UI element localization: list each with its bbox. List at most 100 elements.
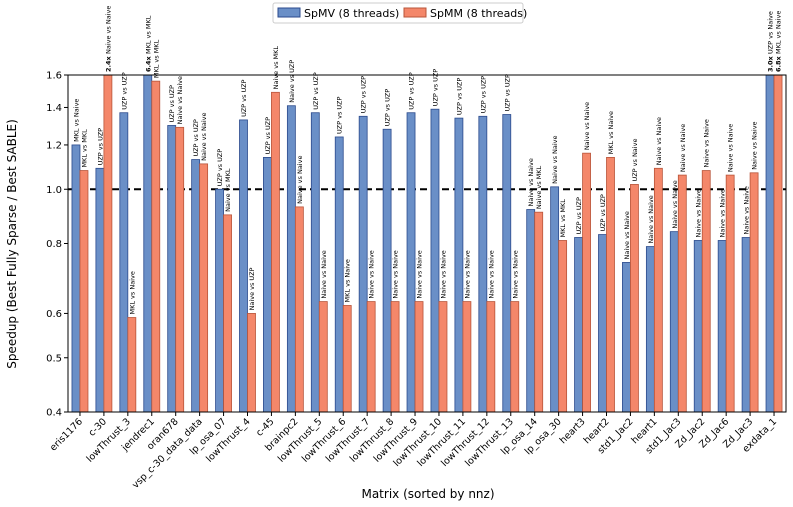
legend-swatch-spmm xyxy=(403,7,427,18)
bar-annotation-text: MKL vs MKL xyxy=(152,39,160,78)
bar-spmv-std1_Jac3 xyxy=(669,231,679,413)
bar-spmv-lowThrust_6 xyxy=(334,136,344,413)
bar-spmm-lp_osa_14 xyxy=(534,211,544,413)
bar-annotation-text: UZP vs UZP xyxy=(599,194,607,231)
bar-spmm-lp_osa_30 xyxy=(558,240,568,413)
bar-annotation: Naive vs MKL xyxy=(272,46,280,90)
bar-annotation-text: Naive vs Naive xyxy=(679,124,687,172)
bar-spmv-c-30 xyxy=(95,167,105,413)
bar-annotation-text: UZP vs UZP xyxy=(431,69,439,106)
bar-annotation-text: Naive vs Naive xyxy=(647,195,655,243)
bar-annotation-text: Naive vs Naive xyxy=(551,135,559,183)
bar-spmm-vsp_c-30_data_data xyxy=(199,163,209,413)
bar-annotation: UZP vs UZP xyxy=(336,96,344,133)
bar-annotation-text: Naive vs Naive xyxy=(439,250,447,298)
bar-annotation-text: Naive vs Naive xyxy=(751,121,759,169)
bar-annotation-text: MKL vs Naive xyxy=(775,11,783,54)
bar-spmv-brainpc2 xyxy=(286,105,296,413)
bar-annotation: UZP vs UZP xyxy=(360,76,368,113)
bar-annotation-text: UZP vs UZP xyxy=(120,72,128,109)
bar-spmv-lowThrust_10 xyxy=(430,108,440,413)
bar-annotation: 3.0x UZP vs Naive xyxy=(767,11,775,72)
bar-spmm-heart3 xyxy=(582,152,591,413)
bar-spmm-exdata_1 xyxy=(773,74,783,413)
bar-annotation: UZP vs UZP xyxy=(479,76,487,113)
bar-annotation: Naive vs Naive xyxy=(463,250,471,298)
bar-annotation-text: Naive vs Naive xyxy=(368,250,376,298)
bar-annotation-text: UZP vs UZP xyxy=(216,149,224,186)
bar-annotation: Naive vs Naive xyxy=(623,211,631,259)
bar-annotation: Naive vs Naive xyxy=(743,186,751,234)
bar-annotation-text: UZP vs UZP xyxy=(336,96,344,133)
bar-spmm-lowThrust_12 xyxy=(486,301,496,413)
bar-annotation-text: Naive vs Naive xyxy=(200,113,208,161)
bar-annotation-text: Naive vs MKL xyxy=(535,165,543,209)
bar-annotation-text: Naive vs Naive xyxy=(320,250,328,298)
bar-annotation-text: UZP vs UZP xyxy=(360,76,368,113)
bar-annotation-text: Naive vs Naive xyxy=(743,186,751,234)
bar-annotation-text: UZP vs Naive xyxy=(767,11,775,54)
bar-annotation-text: Naive vs Naive xyxy=(703,119,711,167)
bar-annotation: Naive vs Naive xyxy=(655,117,663,165)
bar-annotation: MKL vs Naive xyxy=(607,111,615,154)
bar-spmm-Zd_Jac6 xyxy=(725,174,735,413)
bar-annotation: UZP vs UZP xyxy=(168,85,176,122)
bar-annotation: Naive vs Naive xyxy=(200,113,208,161)
bar-annotation-text: Naive vs Naive xyxy=(583,102,591,150)
bar-annotation: Naive vs Naive xyxy=(679,124,687,172)
bar-spmm-heart1 xyxy=(653,167,663,413)
bar-annotation-text: Naive vs Naive xyxy=(463,250,471,298)
bar-spmv-lowThrust_5 xyxy=(310,112,320,413)
bar-spmm-lowThrust_11 xyxy=(462,301,472,413)
bar-annotation-text: Naive vs Naive xyxy=(104,6,112,54)
bar-annotation-text: UZP vs UZP xyxy=(96,128,104,165)
bar-annotation: Naive vs Naive xyxy=(703,119,711,167)
bar-annotation: UZP vs UZP xyxy=(575,197,583,234)
y-tick-label: 0.6 xyxy=(46,309,62,320)
plot-area-frame xyxy=(67,74,787,413)
bar-annotation: MKL vs Naive xyxy=(128,271,136,314)
bar-spmv-heart3 xyxy=(574,237,583,413)
bar-annotation: UZP vs UZP xyxy=(192,119,200,156)
bar-annotation: MKL vs Naive xyxy=(344,259,352,302)
bar-annotation-text: Naive vs Naive xyxy=(392,250,400,298)
bar-spmm-lowThrust_13 xyxy=(510,301,520,413)
y-tick-label: 0.4 xyxy=(46,408,62,419)
bar-annotation-text: MKL vs Naive xyxy=(72,99,80,142)
bar-annotation: Naive vs Naive xyxy=(695,189,703,237)
bar-annotation: Naive vs Naive xyxy=(176,76,184,124)
bar-spmv-std1_Jac2 xyxy=(622,262,631,413)
bar-spmv-lowThrust_4 xyxy=(239,119,248,413)
bar-annotation-text: UZP vs Naive xyxy=(631,139,639,182)
bar-annotation: Naive vs Naive xyxy=(751,121,759,169)
bar-spmv-heart1 xyxy=(645,246,655,413)
y-tick-label: 1.6 xyxy=(46,71,62,82)
bar-spmv-jendrec1 xyxy=(143,74,153,413)
bar-annotation-multiplier: 6.8x xyxy=(775,54,783,72)
bar-annotation-text: Naive vs Naive xyxy=(487,250,495,298)
bar-spmv-oran678 xyxy=(167,125,177,413)
bar-annotation: 6.8x MKL vs Naive xyxy=(775,11,783,72)
bar-spmm-lowThrust_8 xyxy=(390,301,400,413)
bar-annotation: UZP vs UZP xyxy=(264,117,272,154)
x-tick-label: eris1176 xyxy=(48,416,85,453)
bar-annotation-text: Naive vs MKL xyxy=(272,46,280,90)
legend-box xyxy=(272,2,524,24)
bar-annotation: Naive vs Naive xyxy=(527,158,535,206)
bar-spmm-lowThrust_4 xyxy=(247,313,256,413)
bar-annotation: UZP vs UZP xyxy=(455,78,463,115)
bar-spmv-lowThrust_9 xyxy=(406,112,416,413)
bar-annotation: UZP vs UZP xyxy=(431,69,439,106)
bar-annotation: Naive vs Naive xyxy=(416,250,424,298)
bar-annotation-text: MKL vs MKL xyxy=(144,15,152,54)
bar-annotation-text: UZP vs UZP xyxy=(264,117,272,154)
bar-annotation-multiplier: 6.4x xyxy=(144,54,152,72)
bar-annotation: 6.4x MKL vs MKL xyxy=(144,15,152,72)
bar-spmm-Zd_Jac3 xyxy=(749,172,759,413)
bar-spmm-jendrec1 xyxy=(151,80,161,413)
bar-annotation-multiplier: 2.4x xyxy=(104,54,112,72)
x-axis-title: Matrix (sorted by nnz) xyxy=(361,487,494,501)
bar-annotation-text: UZP vs UZP xyxy=(192,119,200,156)
y-tick-label: 0.8 xyxy=(46,239,62,250)
bar-annotation-text: UZP vs UZP xyxy=(312,72,320,109)
